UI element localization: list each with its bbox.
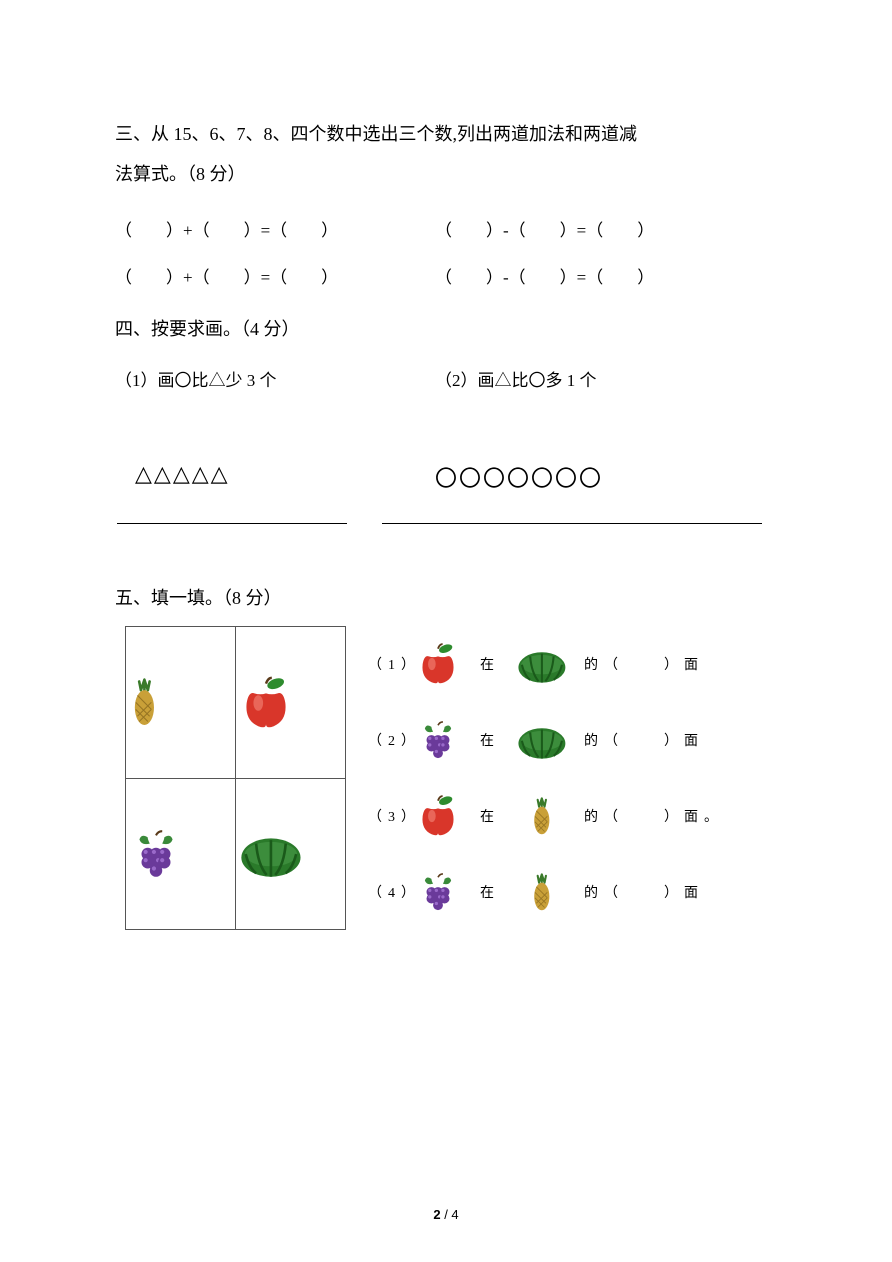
q5-zai-2: 在 [480,730,500,750]
shapes-row: △△△△△ 〇〇〇〇〇〇〇 [115,461,777,493]
page-total: 4 [451,1207,458,1222]
underline-row [115,523,777,524]
watermelon-icon [237,828,344,880]
eq-sub-2: （ ）-（ ）=（ ） [435,263,654,288]
q5-zai-3: 在 [480,806,500,826]
section3-line2: 法算式。（8 分） [115,155,777,195]
grid-cell-r1c1 [126,627,236,779]
q5-zai-4: 在 [480,882,500,902]
page-current: 2 [433,1207,440,1222]
eq-add-1: （ ）+（ ）=（ ） [115,216,415,241]
q5-line-2: （2） 在 的（ ）面 [368,702,732,778]
section5-questions: （1） 在 的（ ）面 （2） 在 [368,626,732,930]
section4-title: 四、按要求画。（4 分） [115,310,777,350]
q5-line-1: （1） 在 的（ ）面 [368,626,732,702]
q5-idx-2: （2） [368,730,404,750]
section3-title: 三、从 15、6、7、8、四个数中选出三个数,列出两道加法和两道减 法算式。（8… [115,115,777,194]
watermelon-icon [515,720,569,761]
grape-icon [415,717,461,763]
fruit-grid [125,626,346,930]
section4-sub2: （2）画△比〇多 1 个 [435,366,597,391]
circles-text: 〇〇〇〇〇〇〇 [425,461,603,493]
grid-cell-r2c1 [126,778,236,930]
section4-subs: （1）画〇比△少 3 个 （2）画△比〇多 1 个 [115,366,777,391]
grid-cell-r2c2 [236,778,346,930]
watermelon-icon [515,644,569,685]
pineapple-icon [528,797,556,836]
answer-line-2 [382,523,762,524]
equation-row-2: （ ）+（ ）=（ ） （ ）-（ ）=（ ） [115,263,777,288]
q5-line-4: （4） 在 的（ ）面 [368,854,732,930]
q5-line-3: （3） 在 的（ ）面。 [368,778,732,854]
apple-icon [237,674,344,732]
q5-idx-1: （1） [368,654,404,674]
q5-tail-4: 的（ ）面 [584,882,704,902]
section4-sub1: （1）画〇比△少 3 个 [115,366,435,391]
answer-line-1 [117,523,347,524]
q5-idx-4: （4） [368,882,404,902]
apple-icon [415,793,461,839]
eq-add-2: （ ）+（ ）=（ ） [115,263,415,288]
q5-idx-3: （3） [368,806,404,826]
pineapple-icon [528,873,556,912]
q5-tail-1: 的（ ）面 [584,654,704,674]
section5-title: 五、填一填。（8 分） [115,579,777,619]
q5-zai-1: 在 [480,654,500,674]
grape-icon [127,825,234,883]
grape-icon [415,869,461,915]
triangles-text: △△△△△ [115,461,425,493]
grid-cell-r1c2 [236,627,346,779]
equation-row-1: （ ）+（ ）=（ ） （ ）-（ ）=（ ） [115,216,777,241]
section3-line1: 三、从 15、6、7、8、四个数中选出三个数,列出两道加法和两道减 [115,115,777,155]
q5-tail-2: 的（ ）面 [584,730,704,750]
q5-tail-3: 的（ ）面。 [584,806,724,826]
eq-sub-1: （ ）-（ ）=（ ） [435,216,654,241]
page-sep: / [441,1207,452,1222]
apple-icon [415,641,461,687]
page-footer: 2 / 4 [0,1207,892,1222]
pineapple-icon [127,678,234,727]
